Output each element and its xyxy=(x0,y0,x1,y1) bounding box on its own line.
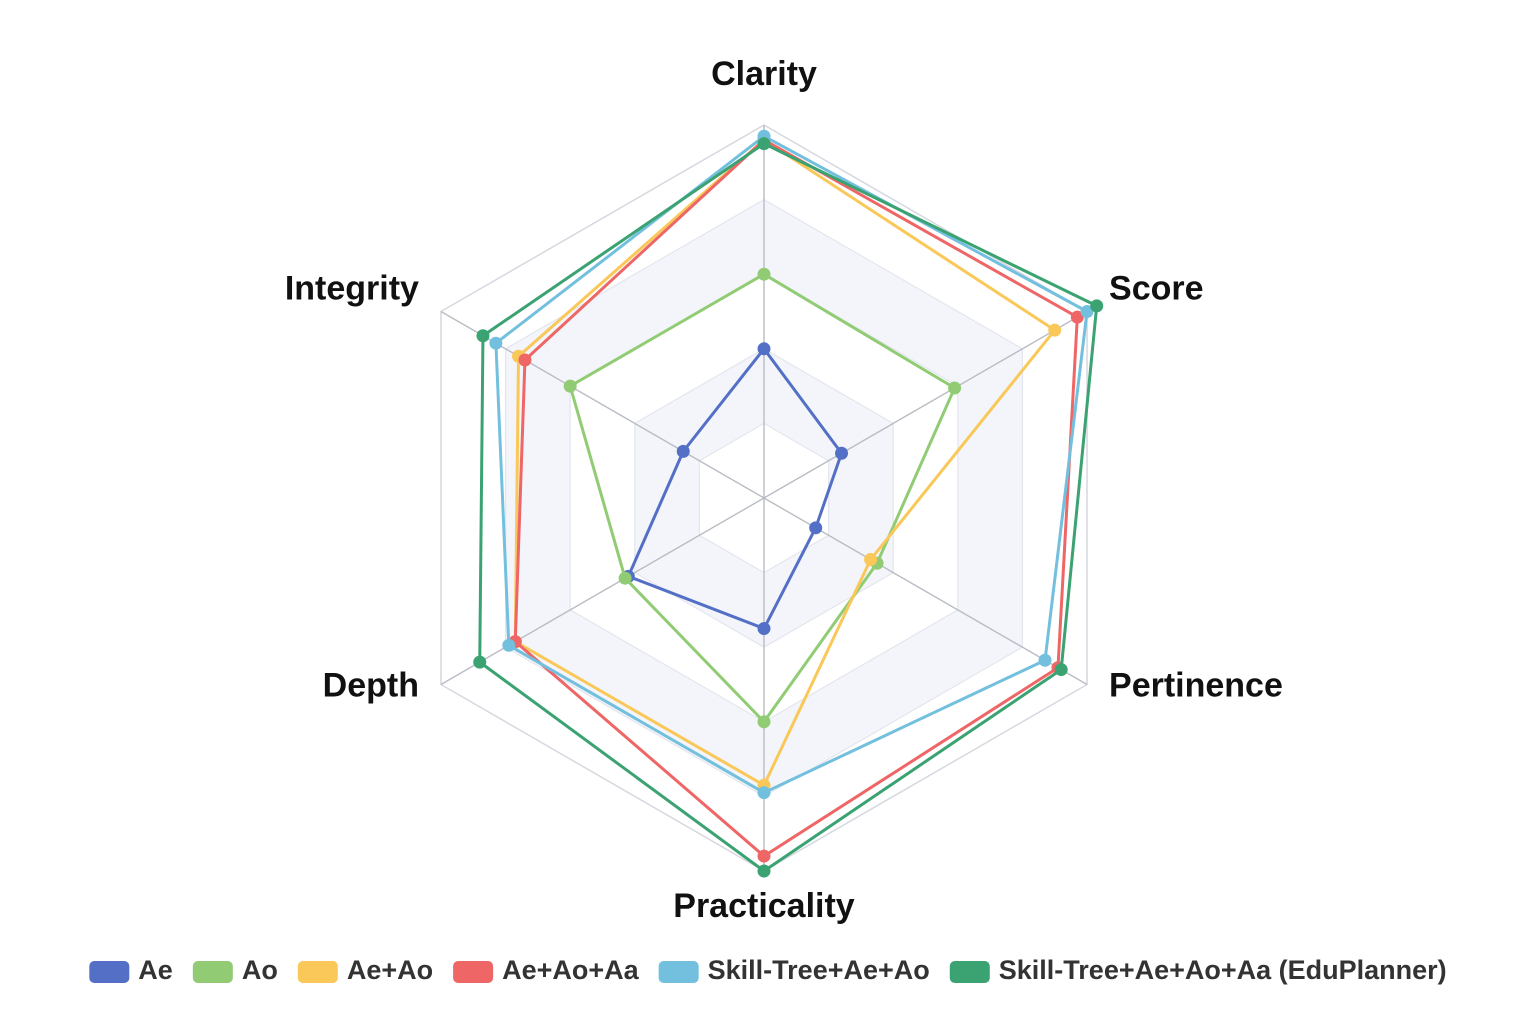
point-ao-depth xyxy=(618,571,632,585)
series-ae xyxy=(621,342,849,636)
legend-item-ae-ao-aa[interactable]: Ae+Ao+Aa xyxy=(453,955,640,985)
series-ao xyxy=(563,267,962,729)
legend-label-ao: Ao xyxy=(242,955,278,985)
point-ae-clarity xyxy=(757,342,771,356)
point-skill-tree-ae-ao-aa-eduplanner-clarity xyxy=(757,137,771,151)
legend-swatch-ae-ao xyxy=(297,961,338,983)
point-skill-tree-ae-ao-depth xyxy=(502,638,516,652)
axis-spoke-score xyxy=(763,310,1088,499)
legend-swatch-ao xyxy=(192,961,233,983)
axis-label-score: Score xyxy=(1109,270,1204,308)
legend-item-skill-tree-ae-ao[interactable]: Skill-Tree+Ae+Ao xyxy=(658,955,930,985)
axis-label-clarity: Clarity xyxy=(711,55,817,93)
axis-label-integrity: Integrity xyxy=(285,270,419,308)
legend-swatch-skill-tree-ae-ao-aa-eduplanner xyxy=(949,961,990,983)
point-ao-score xyxy=(948,381,962,395)
point-skill-tree-ae-ao-aa-eduplanner-pertinence xyxy=(1054,663,1068,677)
point-ae-score xyxy=(835,446,849,460)
point-ae-ao-pertinence xyxy=(864,553,878,567)
point-ao-clarity xyxy=(757,267,771,281)
point-skill-tree-ae-ao-practicality xyxy=(757,786,771,800)
axis-label-pertinence: Pertinence xyxy=(1109,667,1283,705)
legend-label-skill-tree-ae-ao: Skill-Tree+Ae+Ao xyxy=(708,955,930,985)
point-ae-ao-score xyxy=(1048,323,1062,337)
point-ae-practicality xyxy=(757,622,771,636)
legend-swatch-ae xyxy=(89,961,130,983)
point-ae-ao-aa-score xyxy=(1070,310,1084,324)
legend-label-ae-ao-aa: Ae+Ao+Aa xyxy=(502,955,640,985)
point-skill-tree-ae-ao-aa-eduplanner-depth xyxy=(473,655,487,669)
legend-label-ae: Ae xyxy=(138,955,173,985)
point-skill-tree-ae-ao-pertinence xyxy=(1038,653,1052,667)
axis-label-practicality: Practicality xyxy=(673,887,855,925)
series-skill-tree-ae-ao-aa-eduplanner xyxy=(473,137,1104,878)
point-skill-tree-ae-ao-integrity xyxy=(489,336,503,350)
point-ae-ao-aa-practicality xyxy=(757,849,771,863)
point-ao-integrity xyxy=(563,379,577,393)
point-ae-ao-aa-integrity xyxy=(518,353,532,367)
radar-series xyxy=(473,129,1104,878)
axis-labels: Clarity Score Pertinence Practicality Depth I… xyxy=(285,55,1283,925)
point-ae-integrity xyxy=(676,444,690,458)
point-skill-tree-ae-ao-aa-eduplanner-practicality xyxy=(757,864,771,878)
point-skill-tree-ae-ao-aa-eduplanner-integrity xyxy=(476,329,490,343)
series-ae-ao-aa xyxy=(508,133,1084,863)
legend-swatch-ae-ao-aa xyxy=(453,961,494,983)
point-ao-practicality xyxy=(757,715,771,729)
point-ae-pertinence xyxy=(809,521,823,535)
series-skill-tree-ae-ao xyxy=(489,129,1094,800)
legend-item-skill-tree-ae-ao-aa-eduplanner[interactable]: Skill-Tree+Ae+Ao+Aa (EduPlanner) xyxy=(949,955,1447,985)
legend-item-ae-ao[interactable]: Ae+Ao xyxy=(297,955,433,985)
legend-item-ae[interactable]: Ae xyxy=(89,955,173,985)
legend[interactable]: Ae Ao Ae+Ao Ae+Ao+Aa Skill-Tree+Ae+Ao Skill-T… xyxy=(89,955,1447,985)
legend-item-ao[interactable]: Ao xyxy=(192,955,278,985)
legend-swatch-skill-tree-ae-ao xyxy=(658,961,699,983)
legend-label-skill-tree-ae-ao-aa-eduplanner: Skill-Tree+Ae+Ao+Aa (EduPlanner) xyxy=(999,955,1447,985)
point-skill-tree-ae-ao-score xyxy=(1080,305,1094,318)
axis-label-depth: Depth xyxy=(323,667,419,705)
point-skill-tree-ae-ao-aa-eduplanner-score xyxy=(1090,299,1104,313)
legend-label-ae-ao: Ae+Ao xyxy=(347,955,433,985)
axis-spoke-depth xyxy=(440,497,765,686)
